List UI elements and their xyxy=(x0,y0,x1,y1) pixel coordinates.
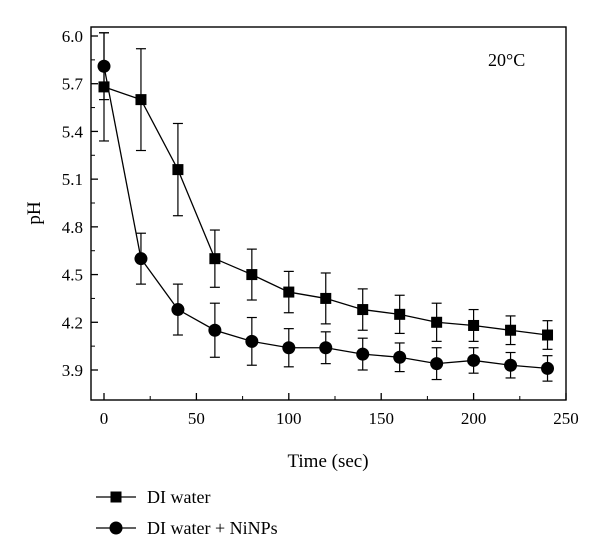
data-point-square xyxy=(283,286,295,298)
data-point-square xyxy=(135,94,147,106)
y-tick-label: 5.7 xyxy=(62,75,84,94)
data-point-square xyxy=(357,304,369,316)
x-tick-label: 150 xyxy=(368,409,394,428)
data-point-circle xyxy=(504,358,518,372)
data-point-square xyxy=(394,308,406,320)
x-axis-label: Time (sec) xyxy=(287,451,368,472)
data-point-circle xyxy=(134,252,148,266)
y-tick-label: 4.2 xyxy=(62,313,83,332)
data-point-circle xyxy=(208,323,222,337)
y-tick-label: 4.5 xyxy=(62,266,83,285)
legend-marker-circle xyxy=(109,521,123,535)
y-tick-label: 4.8 xyxy=(62,218,83,237)
data-point-square xyxy=(542,329,554,341)
temperature-annotation: 20°C xyxy=(488,50,525,70)
data-point-circle xyxy=(393,350,407,364)
x-tick-label: 0 xyxy=(100,409,109,428)
x-tick-label: 100 xyxy=(276,409,302,428)
error-bars xyxy=(99,32,553,382)
x-axis-ticks: 0 50 100 150 200 250 xyxy=(100,393,579,428)
x-tick-label: 250 xyxy=(553,409,579,428)
data-point-circle xyxy=(319,341,333,355)
data-point-square xyxy=(431,316,443,328)
data-point-square xyxy=(209,253,221,265)
legend: DI water DI water + NiNPs xyxy=(96,487,278,538)
data-point-square xyxy=(320,292,332,304)
data-point-circle xyxy=(541,361,555,375)
data-point-square xyxy=(98,81,110,93)
x-tick-label: 200 xyxy=(461,409,487,428)
y-tick-label: 5.4 xyxy=(62,122,84,141)
y-tick-label: 5.1 xyxy=(62,170,83,189)
x-tick-label: 50 xyxy=(188,409,205,428)
series-markers xyxy=(97,59,555,375)
y-tick-label: 6.0 xyxy=(62,27,83,46)
data-point-circle xyxy=(430,357,444,371)
plot-frame xyxy=(90,26,567,401)
data-point-square xyxy=(468,319,480,331)
legend-marker-square xyxy=(110,491,122,503)
y-tick-label: 3.9 xyxy=(62,361,83,380)
data-point-circle xyxy=(282,341,296,355)
y-axis-label: pH xyxy=(24,201,45,225)
data-point-circle xyxy=(356,347,370,361)
legend-label: DI water xyxy=(147,487,210,507)
legend-label: DI water + NiNPs xyxy=(147,518,278,538)
data-point-square xyxy=(172,164,184,176)
data-point-circle xyxy=(245,334,259,348)
data-point-circle xyxy=(97,59,111,73)
data-point-circle xyxy=(171,303,185,317)
data-point-square xyxy=(246,269,258,281)
data-point-square xyxy=(505,324,517,336)
data-point-circle xyxy=(467,353,481,367)
y-axis-ticks: 3.9 4.2 4.5 4.8 5.1 5.4 5.7 6.0 xyxy=(62,27,98,380)
